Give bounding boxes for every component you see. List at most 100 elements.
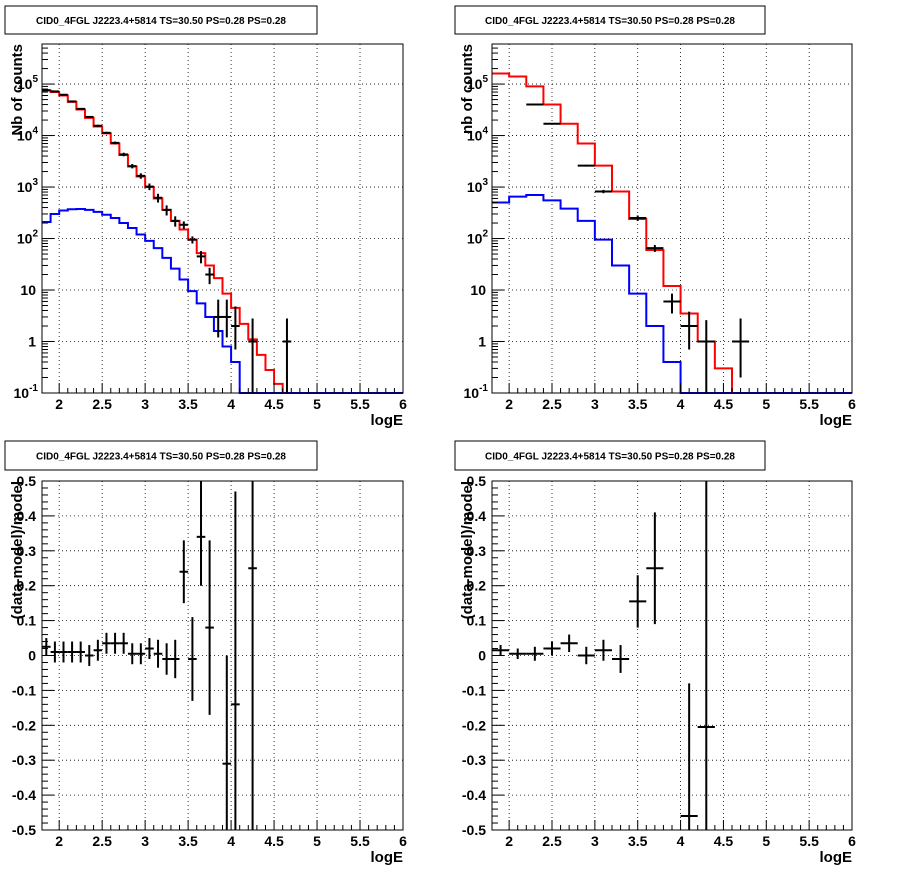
x-axis-label: logE xyxy=(371,849,404,866)
y-tick-label: -0.5 xyxy=(12,822,36,838)
data-point xyxy=(629,575,647,628)
x-tick-label: 5.5 xyxy=(799,833,819,849)
data-point xyxy=(188,236,197,244)
x-tick-label: 2.5 xyxy=(92,396,112,412)
data-point xyxy=(67,641,77,663)
data-point xyxy=(526,646,544,661)
x-tick-label: 2.5 xyxy=(542,833,562,849)
y-tick-label: 105 xyxy=(467,74,489,92)
data-point xyxy=(93,639,103,661)
data-point xyxy=(222,655,232,830)
data-point xyxy=(205,540,214,715)
x-tick-label: 5 xyxy=(313,396,321,412)
y-tick-label: 102 xyxy=(17,229,39,247)
data-point xyxy=(162,643,171,675)
x-tick-label: 5 xyxy=(762,833,770,849)
x-tick-label: 2 xyxy=(55,396,63,412)
chart-title: CID0_4FGL J2223.4+5814 TS=30.50 PS=0.28 … xyxy=(36,16,286,27)
data-point xyxy=(153,193,163,203)
data-point xyxy=(110,632,120,654)
x-tick-label: 4.5 xyxy=(264,833,284,849)
data-point xyxy=(162,205,171,216)
data-point xyxy=(102,632,111,654)
data-point xyxy=(231,306,240,350)
data-point xyxy=(50,641,60,663)
data-point xyxy=(179,221,189,229)
data-point xyxy=(42,89,51,92)
x-tick-label: 2 xyxy=(505,833,513,849)
x-axis-label: logE xyxy=(820,849,853,866)
x-tick-label: 3.5 xyxy=(628,833,648,849)
data-point xyxy=(680,683,698,830)
data-point xyxy=(248,481,257,830)
data-point xyxy=(84,115,94,118)
data-point xyxy=(205,267,214,285)
data-point xyxy=(119,152,128,157)
chart-title: CID0_4FGL J2223.4+5814 TS=30.50 PS=0.28 … xyxy=(485,452,735,463)
x-tick-label: 3 xyxy=(591,833,599,849)
data-point xyxy=(543,122,561,125)
data-point xyxy=(145,183,154,191)
data-point xyxy=(170,216,180,227)
x-tick-label: 3.5 xyxy=(628,396,648,412)
data-point xyxy=(196,251,206,264)
y-tick-label: -0.2 xyxy=(12,717,36,733)
x-tick-label: 4 xyxy=(677,396,685,412)
x-tick-label: 5 xyxy=(313,833,321,849)
data-point xyxy=(119,632,128,654)
data-point xyxy=(127,164,137,169)
chart-panel-2: CID0_4FGL J2223.4+5814 TS=30.50 PS=0.28 … xyxy=(454,5,856,429)
x-tick-label: 4.5 xyxy=(714,833,734,849)
y-tick-label: -0.4 xyxy=(462,787,486,803)
y-axis-label: Nb of counts xyxy=(9,44,26,136)
y-tick-label: -0.3 xyxy=(462,752,486,768)
data-points xyxy=(42,481,257,830)
x-tick-label: 5.5 xyxy=(350,396,370,412)
x-tick-label: 6 xyxy=(399,396,407,412)
x-tick-label: 4 xyxy=(677,833,685,849)
x-tick-label: 6 xyxy=(848,833,856,849)
data-point xyxy=(629,215,647,221)
data-point xyxy=(577,164,595,167)
data-point xyxy=(102,131,111,134)
data-point xyxy=(188,617,197,701)
data-point xyxy=(213,299,223,338)
y-tick-label: 103 xyxy=(467,177,489,195)
y-tick-label: 0.5 xyxy=(17,473,37,489)
data-point xyxy=(222,299,232,338)
y-axis-ticks: -0.5 -0.4 -0.3 -0.2 -0.1 0 0.1 0.2 0.3 0.4 0.5 xyxy=(462,473,504,838)
chart-panel-1: CID0_4FGL J2223.4+5814 TS=30.50 PS=0.28 … xyxy=(4,5,407,429)
chart-title-box xyxy=(454,5,766,35)
y-tick-label: 0.3 xyxy=(17,543,37,559)
data-point xyxy=(84,645,94,666)
data-point xyxy=(42,638,51,656)
data-point xyxy=(646,244,664,252)
data-point xyxy=(136,173,146,179)
x-tick-label: 3 xyxy=(591,396,599,412)
x-axis-ticks: 2 2.5 3 3.5 4 4.5 5 5.5 6 xyxy=(505,383,856,412)
x-tick-label: 4.5 xyxy=(264,396,284,412)
y-tick-label: 102 xyxy=(467,229,489,247)
y-axis-label: nb of counts xyxy=(459,44,476,134)
x-tick-label: 5.5 xyxy=(350,833,370,849)
data-point xyxy=(145,638,154,659)
data-point xyxy=(680,311,698,350)
y-tick-label: 0.3 xyxy=(467,543,487,559)
data-point xyxy=(248,318,257,393)
x-tick-label: 4 xyxy=(227,396,235,412)
y-tick-label: -0.4 xyxy=(12,787,36,803)
data-point xyxy=(67,100,77,103)
data-points xyxy=(526,103,750,393)
data-point xyxy=(50,90,60,93)
chart-title: CID0_4FGL J2223.4+5814 TS=30.50 PS=0.28 … xyxy=(36,452,286,463)
chart-title: CID0_4FGL J2223.4+5814 TS=30.50 PS=0.28 … xyxy=(485,16,735,27)
y-axis-ticks: 10-1 1 10 102 103 104 105 xyxy=(14,43,54,401)
y-tick-label: 0.4 xyxy=(17,508,37,524)
data-points xyxy=(42,89,292,393)
data-point xyxy=(282,318,292,393)
y-axis-ticks: 10-1 1 10 102 103 104 105 xyxy=(464,43,504,401)
x-tick-label: 2 xyxy=(55,833,63,849)
y-tick-label: 10 xyxy=(20,282,36,298)
data-point xyxy=(127,643,137,665)
data-point xyxy=(663,293,681,314)
